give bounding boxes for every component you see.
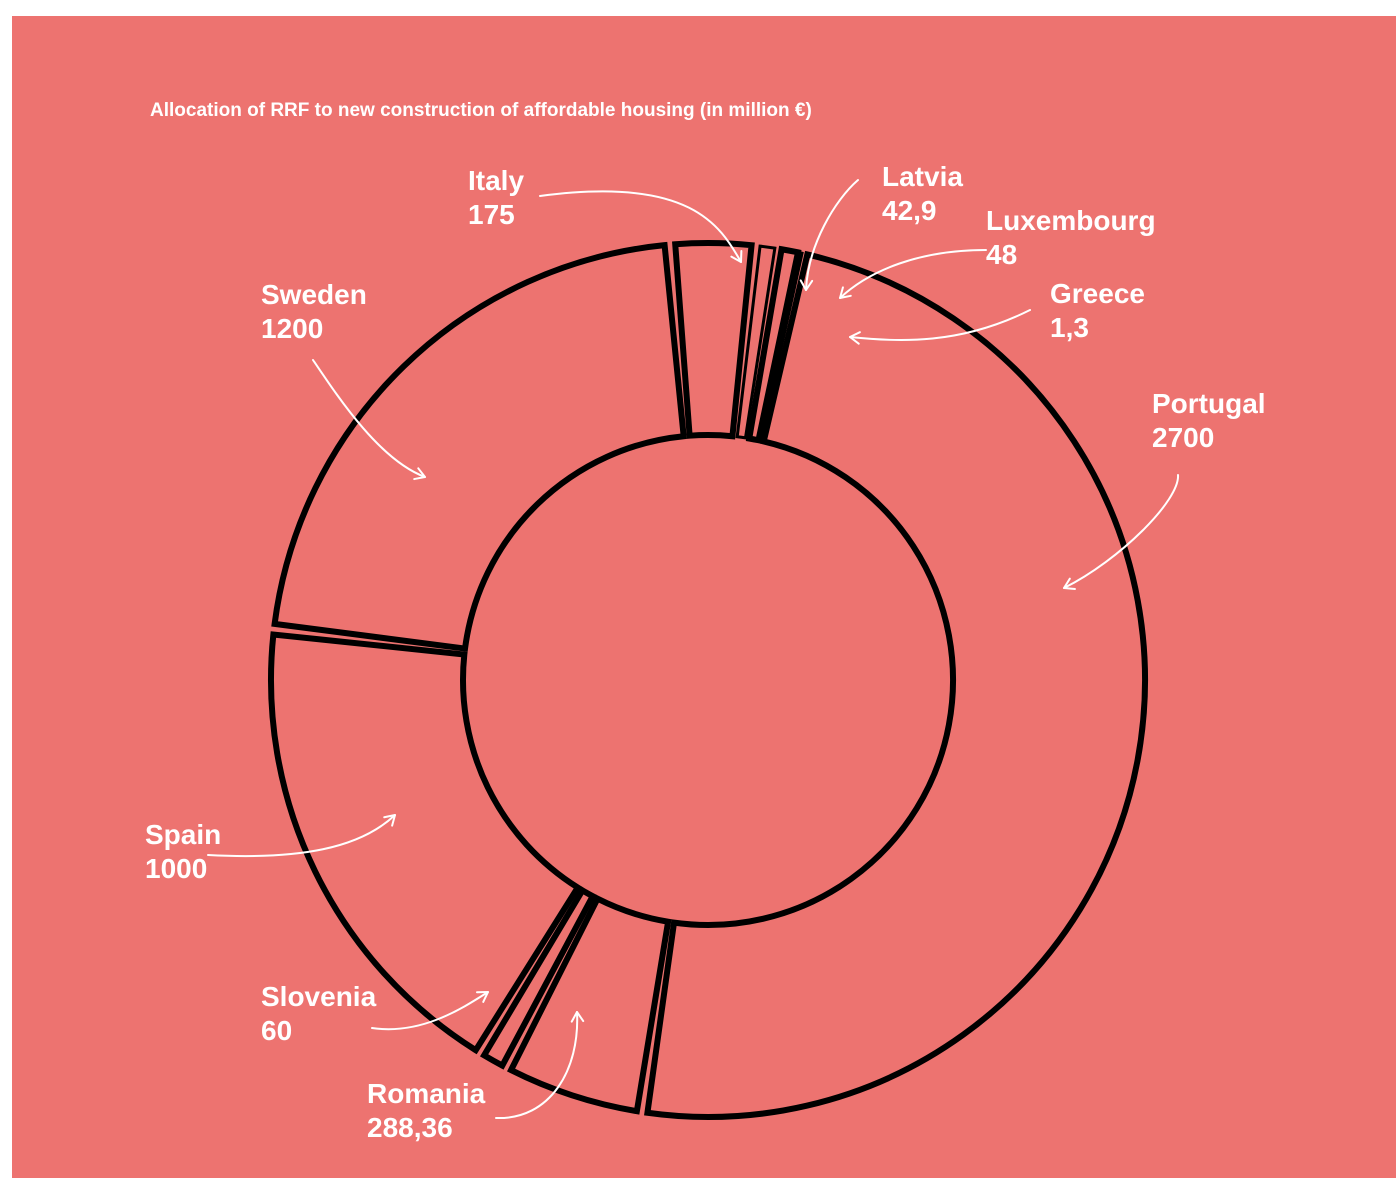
label-name-italy: Italy (468, 165, 524, 196)
label-name-latvia: Latvia (882, 161, 963, 192)
slice-portugal (644, 250, 1148, 1120)
arrow-italy (539, 190, 742, 263)
arrowhead-greece (849, 331, 861, 345)
label-name-romania: Romania (367, 1078, 486, 1109)
arrow-portugal (1063, 474, 1180, 589)
slice-romania (506, 894, 672, 1115)
arrowhead-slovenia (476, 991, 489, 1003)
slice-sweden (271, 241, 687, 652)
arrow-sweden (312, 359, 426, 478)
arrowhead-romania (570, 1011, 585, 1023)
slice-greece (758, 251, 804, 443)
label-value-sweden: 1200 (261, 313, 323, 344)
chart-title: Allocation of RRF to new construction of… (150, 100, 812, 121)
arrow-romania (495, 1011, 579, 1120)
slice-italy (672, 240, 755, 440)
arrowhead-spain (383, 814, 396, 827)
arrowhead-italy (730, 250, 743, 263)
donut-slices (268, 240, 1148, 1120)
label-value-luxembourg: 48 (986, 239, 1017, 270)
label-name-portugal: Portugal (1152, 388, 1266, 419)
arrow-greece (849, 309, 1031, 341)
label-value-slovenia: 60 (261, 1015, 292, 1046)
label-value-italy: 175 (468, 199, 515, 230)
label-name-luxembourg: Luxembourg (986, 205, 1156, 236)
label-value-portugal: 2700 (1152, 422, 1214, 453)
slice-slovenia (479, 886, 597, 1070)
arrowhead-sweden (413, 467, 426, 481)
label-name-sweden: Sweden (261, 279, 367, 310)
arrowhead-portugal (1063, 577, 1076, 590)
arrow-latvia (805, 179, 859, 291)
arrow-luxembourg (839, 249, 987, 299)
label-value-latvia: 42,9 (882, 195, 937, 226)
label-name-slovenia: Slovenia (261, 981, 377, 1012)
slice-luxembourg (745, 245, 802, 444)
arrowhead-luxembourg (839, 286, 852, 299)
slice-latvia (735, 244, 777, 440)
label-name-greece: Greece (1050, 278, 1145, 309)
label-value-romania: 288,36 (367, 1112, 453, 1143)
arrow-slovenia (371, 991, 489, 1031)
label-value-greece: 1,3 (1050, 312, 1089, 343)
arrow-spain (207, 814, 396, 858)
arrowhead-latvia (799, 279, 814, 291)
label-value-spain: 1000 (145, 853, 207, 884)
slice-spain (268, 631, 582, 1055)
label-name-spain: Spain (145, 819, 221, 850)
